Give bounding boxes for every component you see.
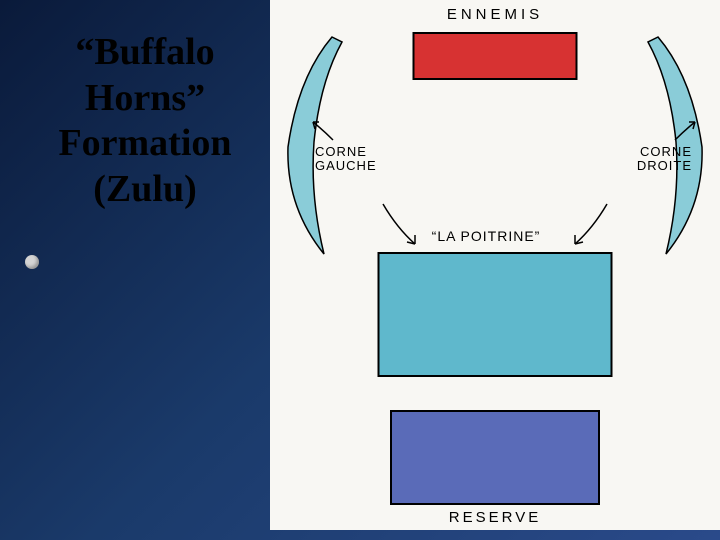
enemy-block	[413, 32, 578, 80]
left-horn-label-l2: GAUCHE	[315, 158, 377, 173]
formation-diagram: ENNEMIS CORNE GAUCHE CORNE DROITE “LA PO…	[270, 0, 720, 530]
right-horn-label: CORNE DROITE	[637, 145, 692, 174]
left-horn-arrow	[308, 118, 338, 143]
left-horn-label-l1: CORNE	[315, 144, 367, 159]
slide-title: “Buffalo Horns” Formation (Zulu)	[20, 30, 270, 212]
right-horn-label-l2: DROITE	[637, 158, 692, 173]
left-horn-label: CORNE GAUCHE	[315, 145, 377, 174]
right-horn-label-l1: CORNE	[640, 144, 692, 159]
chest-block	[378, 252, 613, 377]
chest-label: “LA POITRINE”	[432, 228, 541, 244]
bullet-point	[25, 255, 39, 269]
right-horn-arrow	[670, 118, 700, 143]
reserve-label: RESERVE	[449, 509, 541, 526]
reserve-block	[390, 410, 600, 505]
enemy-label: ENNEMIS	[447, 6, 543, 23]
chest-left-arrow	[375, 198, 420, 253]
chest-right-arrow	[570, 198, 615, 253]
